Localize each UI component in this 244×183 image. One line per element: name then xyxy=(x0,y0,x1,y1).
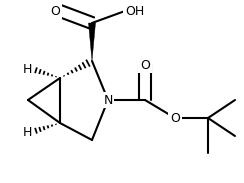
Text: O: O xyxy=(140,59,150,72)
Text: O: O xyxy=(50,5,60,18)
Text: N: N xyxy=(103,94,113,107)
Text: O: O xyxy=(170,111,180,124)
Polygon shape xyxy=(89,23,95,61)
Text: H: H xyxy=(23,126,32,139)
Text: OH: OH xyxy=(125,5,144,18)
Text: H: H xyxy=(23,63,32,76)
